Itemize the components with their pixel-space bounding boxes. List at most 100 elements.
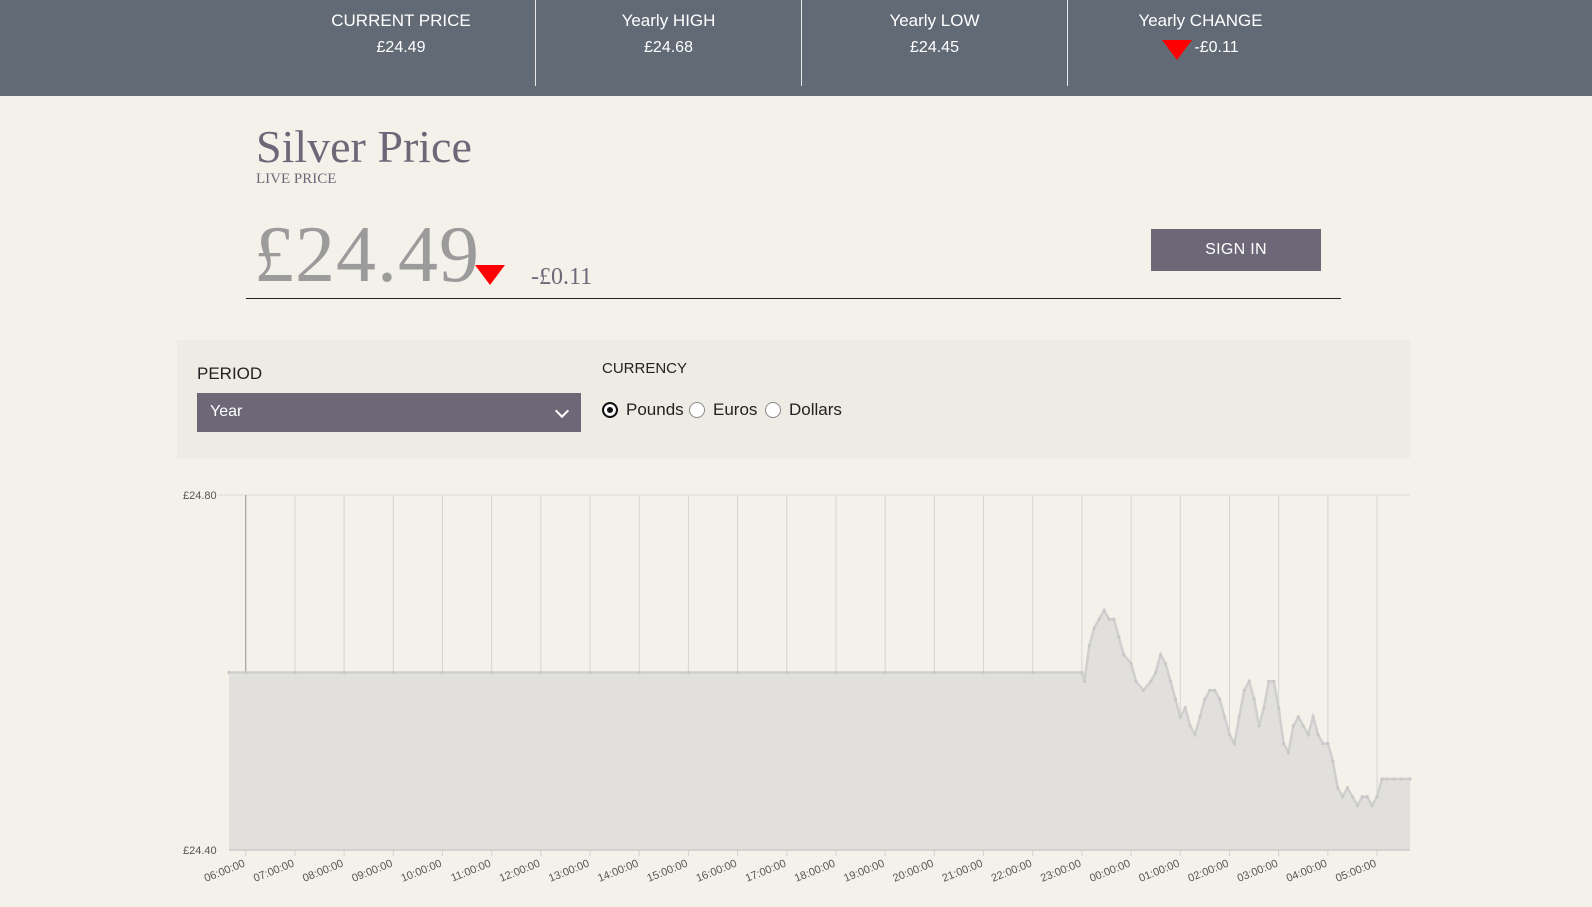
data-point — [1272, 679, 1276, 683]
radio-unselected-icon — [689, 402, 705, 418]
header-divider — [246, 298, 1341, 299]
data-point — [1326, 741, 1330, 746]
y-tick-label: £24.80 — [183, 490, 217, 502]
data-point — [1149, 679, 1153, 683]
data-point — [1306, 733, 1310, 737]
x-tick-label: 18:00:00 — [793, 858, 837, 885]
period-select[interactable]: Year — [197, 393, 581, 432]
price-change: -£0.11 — [531, 264, 593, 290]
data-point — [1163, 662, 1168, 666]
ticker-label: CURRENT PRICE — [331, 11, 471, 30]
currency-label: CURRENCY — [602, 360, 688, 377]
data-point — [637, 670, 641, 675]
x-tick-label: 23:00:00 — [1039, 858, 1083, 885]
data-point — [227, 670, 231, 675]
data-point — [293, 670, 297, 675]
x-tick-label: 12:00:00 — [498, 858, 542, 885]
data-point — [1129, 662, 1133, 666]
ticker-value: -£0.11 — [1068, 39, 1333, 60]
data-point — [1286, 750, 1291, 754]
data-point — [1082, 679, 1086, 683]
data-point — [1360, 795, 1364, 799]
data-point — [1223, 715, 1227, 719]
data-point — [1370, 804, 1374, 808]
down-triangle-icon — [1162, 40, 1193, 60]
data-point — [1188, 724, 1192, 728]
data-point — [1385, 777, 1389, 781]
data-point — [1408, 777, 1412, 781]
data-point — [1122, 653, 1126, 657]
radio-label: Pounds — [626, 400, 684, 419]
current-price: £24.49 — [254, 211, 480, 299]
x-tick-label: 03:00:00 — [1236, 858, 1280, 885]
data-point — [1350, 795, 1355, 799]
data-point — [1247, 679, 1251, 683]
data-point — [588, 670, 592, 675]
data-point — [1242, 688, 1246, 692]
data-point — [1301, 724, 1305, 728]
data-point — [1296, 715, 1300, 719]
x-tick-label: 13:00:00 — [547, 858, 591, 885]
period-label: PERIOD — [197, 364, 263, 383]
data-point — [1311, 715, 1315, 719]
data-point — [932, 670, 937, 675]
x-tick-label: 04:00:00 — [1285, 858, 1329, 885]
x-tick-label: 22:00:00 — [990, 858, 1034, 885]
data-point — [1112, 617, 1116, 621]
ticker-value: £24.68 — [644, 39, 693, 56]
data-point — [1134, 679, 1138, 683]
data-point — [490, 670, 494, 675]
price-ticker-bar: CURRENT PRICE £24.49 Yearly HIGH £24.68 … — [0, 0, 1592, 96]
data-point — [1252, 697, 1256, 701]
x-tick-label: 11:00:00 — [449, 858, 492, 885]
data-point — [1380, 777, 1384, 781]
data-point — [1331, 759, 1335, 763]
x-tick-label: 16:00:00 — [695, 858, 739, 885]
data-point — [1392, 777, 1396, 781]
data-point — [981, 670, 986, 675]
data-point — [1080, 670, 1084, 675]
ticker-label: Yearly HIGH — [621, 11, 716, 30]
data-point — [785, 670, 789, 675]
data-point — [1097, 617, 1101, 621]
sign-in-button[interactable]: SIGN IN — [1151, 229, 1321, 271]
data-point — [1031, 670, 1035, 675]
data-point — [1321, 741, 1325, 746]
data-point — [539, 670, 543, 675]
radio-unselected-icon — [765, 402, 781, 418]
data-point — [1141, 688, 1145, 692]
data-point — [1198, 715, 1202, 719]
ticker-change-value: -£0.11 — [1194, 39, 1239, 56]
x-tick-label: 19:00:00 — [842, 858, 886, 885]
price-area — [229, 610, 1410, 850]
data-point — [883, 670, 887, 675]
x-tick-label: 08:00:00 — [301, 858, 345, 885]
data-point — [1107, 617, 1111, 621]
data-point — [1173, 697, 1177, 701]
chevron-down-icon — [554, 403, 570, 419]
data-point — [1183, 706, 1187, 710]
ticker-yearly-low: Yearly LOW £24.45 — [801, 0, 1067, 86]
radio-selected-icon — [602, 402, 618, 418]
data-point — [736, 670, 740, 675]
data-point — [1341, 795, 1345, 799]
y-tick-label: £24.40 — [183, 845, 217, 857]
data-point — [1203, 697, 1207, 701]
data-point — [1232, 741, 1236, 746]
ticker-value: £24.49 — [376, 39, 426, 56]
x-tick-label: 20:00:00 — [891, 858, 935, 885]
x-tick-label: 05:00:00 — [1334, 858, 1378, 885]
chart-controls-panel: PERIOD Year CURRENCY Pounds Euros Dollar… — [177, 340, 1410, 458]
page-title: Silver Price — [256, 121, 472, 172]
data-point — [1345, 786, 1350, 790]
data-point — [1092, 626, 1096, 630]
data-point — [1400, 777, 1404, 781]
ticker-label: Yearly LOW — [889, 11, 980, 30]
data-point — [391, 670, 395, 675]
data-point — [1316, 733, 1320, 737]
radio-label: Euros — [713, 400, 758, 419]
page-subtitle: LIVE PRICE — [256, 171, 337, 187]
data-point — [1355, 804, 1359, 808]
data-point — [1154, 670, 1158, 675]
